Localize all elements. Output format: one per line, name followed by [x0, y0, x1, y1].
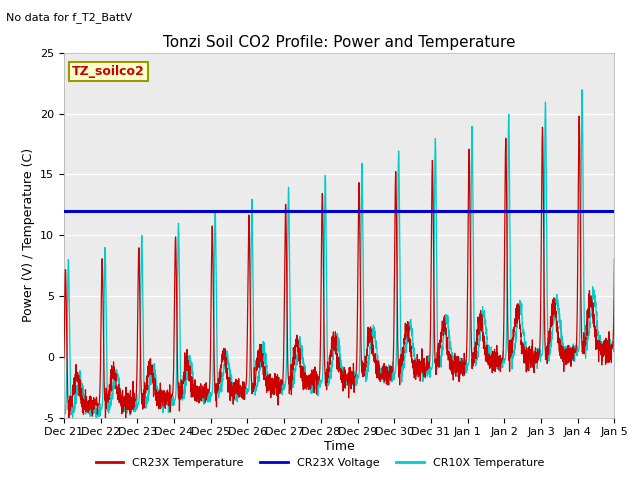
Line: CR10X Temperature: CR10X Temperature	[64, 90, 614, 418]
CR23X Temperature	[123, 397, 131, 403]
Y-axis label: Power (V) / Temperature (C): Power (V) / Temperature (C)	[22, 148, 35, 322]
Title: Tonzi Soil CO2 Profile: Power and Temperature: Tonzi Soil CO2 Profile: Power and Temper…	[163, 35, 515, 50]
CR23X Temperature	[60, 355, 68, 360]
CR10X Temperature	[156, 393, 163, 399]
CR10X Temperature	[600, 343, 608, 349]
CR23X Temperature	[541, 317, 548, 323]
CR10X Temperature	[60, 411, 68, 417]
CR23X Temperature	[295, 349, 303, 355]
CR23X Temperature	[600, 339, 608, 345]
Line: CR23X Temperature: CR23X Temperature	[64, 116, 614, 420]
CR10X Temperature	[271, 382, 279, 387]
CR23X Temperature	[156, 388, 163, 394]
CR10X Temperature	[123, 402, 131, 408]
CR23X Temperature	[122, 418, 129, 423]
X-axis label: Time: Time	[324, 440, 355, 453]
Legend: CR23X Temperature, CR23X Voltage, CR10X Temperature: CR23X Temperature, CR23X Voltage, CR10X …	[91, 453, 549, 472]
CR23X Temperature	[271, 384, 279, 389]
CR10X Temperature	[541, 185, 548, 191]
Text: No data for f_T2_BattV: No data for f_T2_BattV	[6, 12, 132, 23]
CR10X Temperature	[579, 87, 586, 93]
CR10X Temperature	[295, 345, 303, 350]
CR23X Temperature	[611, 256, 618, 262]
CR10X Temperature	[611, 344, 618, 350]
Text: TZ_soilco2: TZ_soilco2	[72, 65, 145, 78]
CR10X Temperature	[93, 415, 100, 420]
CR23X Temperature	[575, 113, 583, 119]
